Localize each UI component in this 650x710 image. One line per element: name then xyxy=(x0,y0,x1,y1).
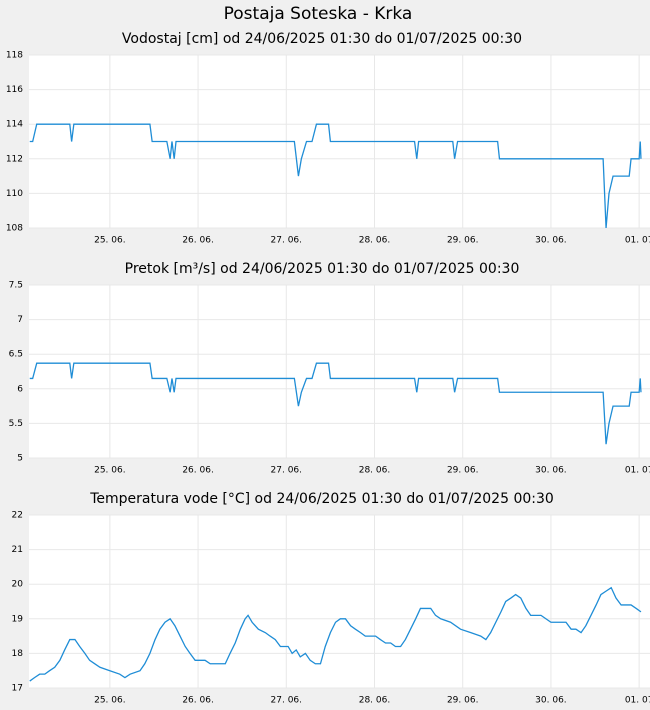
plot-area xyxy=(29,285,650,458)
y-tick-label: 6.5 xyxy=(9,350,23,360)
data-line xyxy=(29,362,642,445)
x-tick-label: 28. 06. xyxy=(359,236,391,246)
x-tick-label: 25. 06. xyxy=(94,236,126,246)
y-tick-label: 21 xyxy=(12,545,23,555)
y-tick-label: 114 xyxy=(6,120,23,130)
y-tick-label: 7 xyxy=(17,315,23,325)
y-tick-label: 118 xyxy=(6,51,23,61)
chart-title: Temperatura vode [°C] od 24/06/2025 01:3… xyxy=(89,491,554,507)
x-tick-label: 25. 06. xyxy=(94,466,126,476)
x-tick-label: 30. 06. xyxy=(535,466,567,476)
y-tick-label: 116 xyxy=(6,85,23,95)
y-tick-label: 110 xyxy=(6,189,23,199)
x-tick-label: 29. 06. xyxy=(447,696,479,706)
x-tick-label: 01. 07 xyxy=(625,236,650,246)
y-tick-label: 19 xyxy=(12,614,24,624)
y-tick-label: 20 xyxy=(12,580,24,590)
x-tick-label: 25. 06. xyxy=(94,696,126,706)
x-tick-label: 01. 07 xyxy=(625,696,650,706)
y-tick-label: 5.5 xyxy=(9,419,23,429)
x-tick-label: 30. 06. xyxy=(535,236,567,246)
x-tick-label: 26. 06. xyxy=(182,236,214,246)
x-tick-label: 27. 06. xyxy=(271,696,303,706)
x-tick-label: 29. 06. xyxy=(447,466,479,476)
y-tick-label: 22 xyxy=(12,511,23,521)
data-line xyxy=(29,586,642,682)
plot-area xyxy=(29,515,650,688)
x-tick-label: 28. 06. xyxy=(359,696,391,706)
y-tick-label: 7.5 xyxy=(9,281,23,291)
chart-title: Vodostaj [cm] od 24/06/2025 01:30 do 01/… xyxy=(122,31,522,47)
x-tick-label: 27. 06. xyxy=(271,236,303,246)
x-tick-label: 26. 06. xyxy=(182,466,214,476)
x-tick-label: 27. 06. xyxy=(271,466,303,476)
y-tick-label: 6 xyxy=(17,384,23,394)
y-tick-label: 112 xyxy=(6,154,23,164)
x-tick-label: 26. 06. xyxy=(182,696,214,706)
y-tick-label: 17 xyxy=(12,684,23,694)
chart-title: Pretok [m³/s] od 24/06/2025 01:30 do 01/… xyxy=(125,261,520,277)
x-tick-label: 28. 06. xyxy=(359,466,391,476)
x-tick-label: 30. 06. xyxy=(535,696,567,706)
y-tick-label: 5 xyxy=(17,454,23,464)
y-tick-label: 18 xyxy=(12,649,24,659)
x-tick-label: 29. 06. xyxy=(447,236,479,246)
y-tick-label: 108 xyxy=(6,224,23,234)
page-title: Postaja Soteska - Krka xyxy=(224,4,413,24)
data-line xyxy=(29,123,642,229)
x-tick-label: 01. 07 xyxy=(625,466,650,476)
